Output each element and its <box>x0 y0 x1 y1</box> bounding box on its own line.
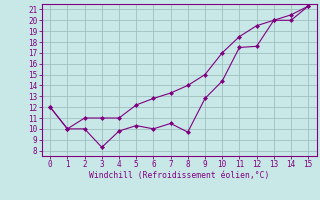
X-axis label: Windchill (Refroidissement éolien,°C): Windchill (Refroidissement éolien,°C) <box>89 171 269 180</box>
